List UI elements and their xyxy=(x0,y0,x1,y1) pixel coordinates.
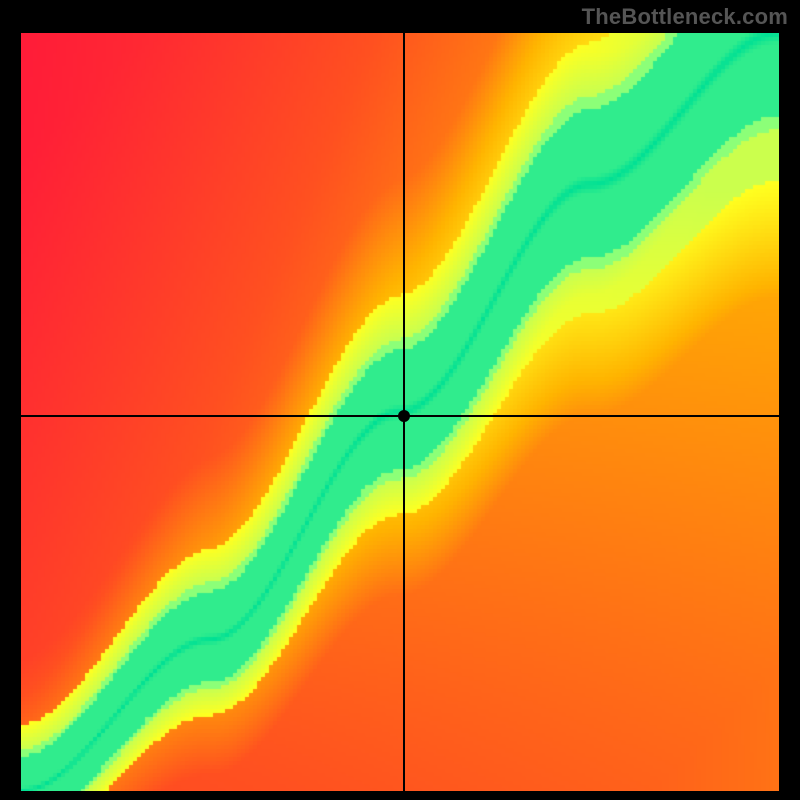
attribution-text: TheBottleneck.com xyxy=(582,4,788,30)
crosshair-dot xyxy=(398,410,410,422)
chart-stage: TheBottleneck.com xyxy=(0,0,800,800)
heatmap-plot xyxy=(21,33,779,791)
